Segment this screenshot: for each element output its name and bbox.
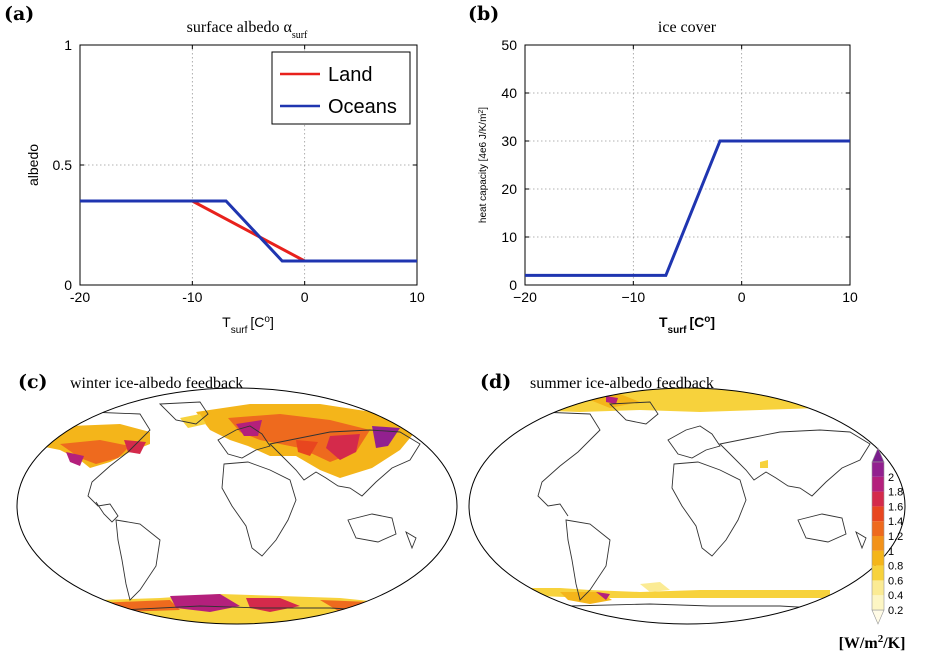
colorbar-tick-label: 0.4 — [888, 590, 903, 602]
panel-c-label: (c) — [18, 371, 48, 393]
panel-d-title: summer ice-albedo feedback — [530, 375, 714, 392]
colorbar-segment — [872, 462, 884, 477]
y-tick-label: 10 — [501, 229, 517, 245]
series-line-0 — [525, 139, 850, 277]
panel-b-axes-frame — [524, 44, 851, 286]
panel-d-label: (d) — [480, 371, 511, 393]
y-tick-label: 0.5 — [53, 157, 73, 173]
colorbar-segment — [872, 550, 884, 566]
x-tick-label: 0 — [738, 289, 746, 305]
series-line-land — [80, 199, 417, 263]
panel-c: (c) winter ice-albedo feedback — [16, 371, 458, 625]
panel-c-title: winter ice-albedo feedback — [70, 375, 243, 392]
series-line-oceans — [80, 199, 417, 263]
colorbar-tick-label: 2 — [888, 472, 894, 484]
colorbar-segments — [871, 447, 885, 625]
colorbar-segment — [872, 506, 884, 522]
panel-a-series — [80, 199, 417, 263]
colorbar-segment — [872, 595, 884, 610]
colorbar-tick-label: 1.6 — [888, 501, 903, 513]
winter-map — [17, 388, 457, 624]
y-tick-label: 20 — [501, 181, 517, 197]
panel-b-title: ice cover — [658, 19, 717, 36]
y-tick-label: 30 — [501, 133, 517, 149]
colorbar-frame — [871, 461, 885, 611]
x-tick-label: 10 — [842, 289, 858, 305]
legend-box — [271, 51, 411, 125]
panel-b-xlabel: Tsurf [Co] — [659, 314, 715, 336]
y-tick-label: 1 — [64, 37, 72, 53]
colorbar-tick-label: 0.6 — [888, 575, 903, 587]
panel-b-ylabel: heat capacity [4e6 J/K/m2] — [478, 107, 490, 223]
colorbar-tick-label: 1 — [888, 546, 894, 558]
panel-b-label: (b) — [468, 3, 499, 25]
panel-a-xlabel: Tsurf [Co] — [222, 314, 274, 336]
panel-b: (b) ice cover −20 −10 0 10 0 10 20 30 40 50 heat … — [468, 3, 858, 336]
colorbar-tick-label: 1.2 — [888, 531, 903, 543]
colorbar-tick-label: 0.2 — [888, 605, 903, 617]
panel-b-series — [525, 139, 850, 277]
colorbar-ticks: 0.2 0.4 0.6 0.8 1 1.2 1.4 1.6 1.8 2 — [888, 472, 903, 617]
colorbar-segment — [872, 476, 884, 492]
panel-a-title: surface albedo αsurf — [187, 19, 308, 41]
panel-b-ticks: −20 −10 0 10 0 10 20 30 40 50 — [501, 37, 858, 305]
colorbar-tick-label: 0.8 — [888, 561, 903, 573]
colorbar-segment — [872, 521, 884, 536]
summer-map — [469, 388, 905, 624]
x-tick-label: 0 — [301, 289, 309, 305]
colorbar-tick-label: 1.4 — [888, 516, 903, 528]
panel-a: (a) surface albedo αsurf -20 -10 0 1000.51 … — [4, 3, 425, 336]
panel-a-ylabel: albedo — [25, 144, 41, 186]
colorbar-segment — [872, 536, 884, 551]
y-tick-label: 0 — [509, 277, 517, 293]
x-tick-label: -10 — [182, 289, 202, 305]
colorbar-segment — [872, 565, 884, 581]
panel-a-ticks: -20 -10 0 10 0 0.5 1 — [53, 37, 425, 305]
colorbar-min-arrow — [871, 609, 885, 625]
summer-map-border — [468, 387, 906, 625]
colorbar: 0.2 0.4 0.6 0.8 1 1.2 1.4 1.6 1.8 2 [W/m2/K] — [839, 447, 906, 652]
colorbar-unit: [W/m2/K] — [839, 633, 906, 652]
colorbar-tick-label: 1.8 — [888, 487, 903, 499]
legend-label-land: Land — [328, 64, 373, 86]
winter-map-border — [16, 387, 458, 625]
panel-a-legend: Land Oceans — [271, 51, 411, 125]
colorbar-segment — [872, 580, 884, 596]
panel-b-grid — [525, 45, 850, 285]
x-tick-label: −10 — [621, 289, 645, 305]
y-tick-label: 40 — [501, 85, 517, 101]
colorbar-segment — [872, 491, 884, 507]
panel-a-label: (a) — [4, 3, 34, 25]
x-tick-label: 10 — [409, 289, 425, 305]
y-tick-label: 0 — [64, 277, 72, 293]
legend-label-oceans: Oceans — [328, 96, 397, 118]
y-tick-label: 50 — [501, 37, 517, 53]
panel-d: (d) summer ice-albedo feedback — [468, 371, 906, 625]
x-tick-label: -20 — [70, 289, 90, 305]
x-tick-label: −20 — [513, 289, 537, 305]
